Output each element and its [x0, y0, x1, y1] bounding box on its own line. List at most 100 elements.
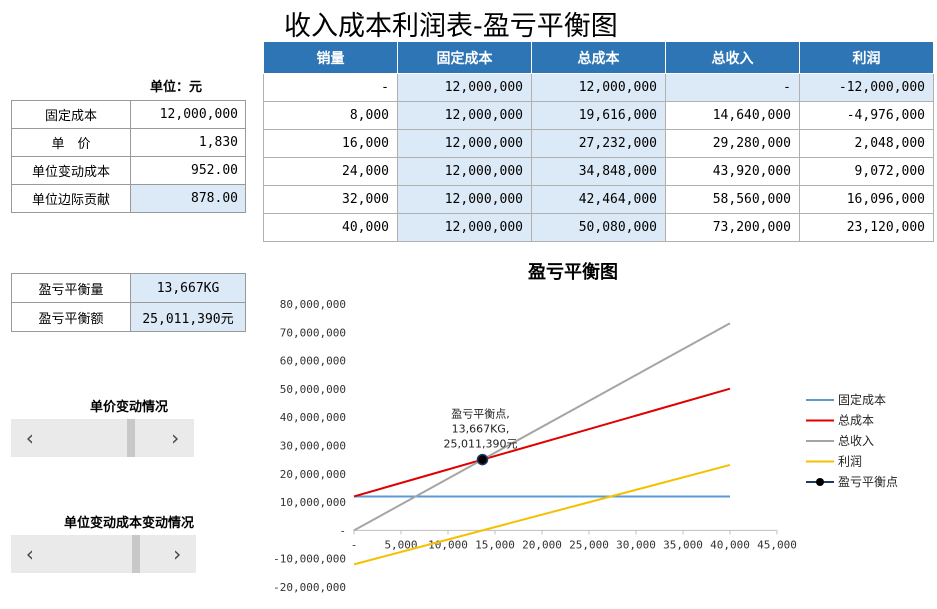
- legend-label: 盈亏平衡点: [838, 475, 898, 489]
- legend-label: 总成本: [838, 414, 874, 428]
- y-tick-label: 40,000,000: [280, 411, 346, 424]
- table-cell[interactable]: 23,120,000: [799, 213, 934, 242]
- param-value[interactable]: 878.00: [130, 184, 246, 213]
- y-tick-label: 80,000,000: [280, 298, 346, 311]
- param-value[interactable]: 12,000,000: [130, 100, 246, 129]
- chevron-right-icon[interactable]: ›: [170, 542, 184, 566]
- table-cell[interactable]: 27,232,000: [531, 129, 666, 158]
- table-cell[interactable]: 40,000: [263, 213, 398, 242]
- table-row: 8,000 12,000,000 19,616,000 14,640,000 -…: [263, 101, 934, 130]
- unit-label: 单位：元: [150, 80, 203, 95]
- y-tick-label: -10,000,000: [273, 553, 346, 566]
- breakeven-value[interactable]: 13,667KG: [130, 273, 246, 303]
- table-cell[interactable]: 43,920,000: [665, 157, 800, 186]
- table-cell[interactable]: 50,080,000: [531, 213, 666, 242]
- table-cell[interactable]: 12,000,000: [397, 157, 532, 186]
- table-cell[interactable]: 34,848,000: [531, 157, 666, 186]
- table-row: 16,000 12,000,000 27,232,000 29,280,000 …: [263, 129, 934, 158]
- table-cell[interactable]: 24,000: [263, 157, 398, 186]
- table-cell[interactable]: 9,072,000: [799, 157, 934, 186]
- param-label: 固定成本: [11, 100, 131, 129]
- x-tick-label: 40,000: [710, 538, 750, 551]
- y-tick-label: 20,000,000: [280, 468, 346, 481]
- table-cell[interactable]: 32,000: [263, 185, 398, 214]
- y-tick-label: 10,000,000: [280, 496, 346, 509]
- table-cell[interactable]: 12,000,000: [531, 73, 666, 102]
- x-tick-label: 20,000: [522, 538, 562, 551]
- table-cell[interactable]: 42,464,000: [531, 185, 666, 214]
- breakeven-value[interactable]: 25,011,390元: [130, 302, 246, 332]
- scrollbar-thumb[interactable]: [127, 419, 136, 457]
- scrollbar-thumb[interactable]: [132, 535, 141, 573]
- parameter-table: 固定成本 12,000,000 单 价 1,830 单位变动成本 952.00 …: [11, 100, 246, 213]
- param-label: 单位边际贡献: [11, 184, 131, 213]
- param-label: 单位变动成本: [11, 156, 131, 185]
- param-row: 固定成本 12,000,000: [11, 100, 246, 129]
- y-tick-label: 50,000,000: [280, 383, 346, 396]
- table-row: 32,000 12,000,000 42,464,000 58,560,000 …: [263, 185, 934, 214]
- column-header: 固定成本: [397, 41, 532, 74]
- param-label: 单 价: [11, 128, 131, 157]
- price-slider-title: 单价变动情况: [89, 400, 168, 415]
- column-header: 利润: [799, 41, 934, 74]
- legend-label: 固定成本: [838, 392, 886, 407]
- chevron-left-icon[interactable]: ‹: [23, 542, 37, 566]
- series-line: [353, 464, 731, 566]
- variable-cost-scrollbar[interactable]: ‹ ›: [11, 535, 196, 573]
- series-line: [353, 322, 731, 532]
- legend-label: 利润: [838, 455, 862, 469]
- table-cell[interactable]: 73,200,000: [665, 213, 800, 242]
- x-tick-label: 25,000: [569, 538, 609, 551]
- breakeven-chart: -20,000,000-10,000,000-10,000,00020,000,…: [273, 298, 898, 594]
- variable-cost-slider-title: 单位变动成本变动情况: [63, 516, 194, 531]
- table-cell[interactable]: -4,976,000: [799, 101, 934, 130]
- breakeven-row: 盈亏平衡额 25,011,390元: [11, 302, 246, 332]
- chevron-right-icon[interactable]: ›: [168, 426, 182, 450]
- table-cell[interactable]: 12,000,000: [397, 129, 532, 158]
- chevron-left-icon[interactable]: ‹: [23, 426, 37, 450]
- table-cell[interactable]: 58,560,000: [665, 185, 800, 214]
- table-cell[interactable]: -: [665, 73, 800, 102]
- table-cell[interactable]: 12,000,000: [397, 73, 532, 102]
- breakeven-point-marker: [476, 453, 489, 466]
- breakeven-label: 盈亏平衡额: [11, 302, 131, 332]
- param-row: 单位变动成本 952.00: [11, 156, 246, 185]
- breakeven-annotation: 13,667KG,: [452, 423, 510, 436]
- table-header-row: 销量 固定成本 总成本 总收入 利润: [263, 41, 934, 74]
- table-cell[interactable]: 12,000,000: [397, 101, 532, 130]
- table-cell[interactable]: -: [263, 73, 398, 102]
- table-cell[interactable]: 16,096,000: [799, 185, 934, 214]
- table-cell[interactable]: -12,000,000: [799, 73, 934, 102]
- chart-title: 盈亏平衡图: [528, 262, 618, 283]
- table-cell[interactable]: 29,280,000: [665, 129, 800, 158]
- y-tick-label: 30,000,000: [280, 440, 346, 453]
- param-value[interactable]: 1,830: [130, 128, 246, 157]
- table-cell[interactable]: 8,000: [263, 101, 398, 130]
- table-cell[interactable]: 19,616,000: [531, 101, 666, 130]
- param-row: 单 价 1,830: [11, 128, 246, 157]
- series-line: [353, 387, 731, 498]
- param-row: 单位边际贡献 878.00: [11, 184, 246, 213]
- x-tick-label: 15,000: [475, 538, 515, 551]
- table-cell[interactable]: 12,000,000: [397, 185, 532, 214]
- param-value[interactable]: 952.00: [130, 156, 246, 185]
- column-header: 总成本: [531, 41, 666, 74]
- table-row: 24,000 12,000,000 34,848,000 43,920,000 …: [263, 157, 934, 186]
- legend-label: 总收入: [838, 434, 874, 448]
- y-tick-label: -: [339, 524, 346, 537]
- breakeven-annotation: 盈亏平衡点,: [451, 408, 510, 421]
- table-cell[interactable]: 16,000: [263, 129, 398, 158]
- table-cell[interactable]: 14,640,000: [665, 101, 800, 130]
- breakeven-annotation: 25,011,390元: [443, 438, 517, 451]
- table-row: - 12,000,000 12,000,000 - -12,000,000: [263, 73, 934, 102]
- page-title: 收入成本利润表-盈亏平衡图: [284, 11, 618, 42]
- table-cell[interactable]: 2,048,000: [799, 129, 934, 158]
- price-scrollbar[interactable]: ‹ ›: [11, 419, 194, 457]
- y-tick-label: 60,000,000: [280, 355, 346, 368]
- table-cell[interactable]: 12,000,000: [397, 213, 532, 242]
- x-tick-label: 5,000: [384, 538, 417, 551]
- legend-marker: [816, 478, 824, 486]
- breakeven-label: 盈亏平衡量: [11, 273, 131, 303]
- column-header: 销量: [263, 41, 398, 74]
- income-cost-profit-table: 销量 固定成本 总成本 总收入 利润 - 12,000,000 12,000,0…: [263, 41, 934, 242]
